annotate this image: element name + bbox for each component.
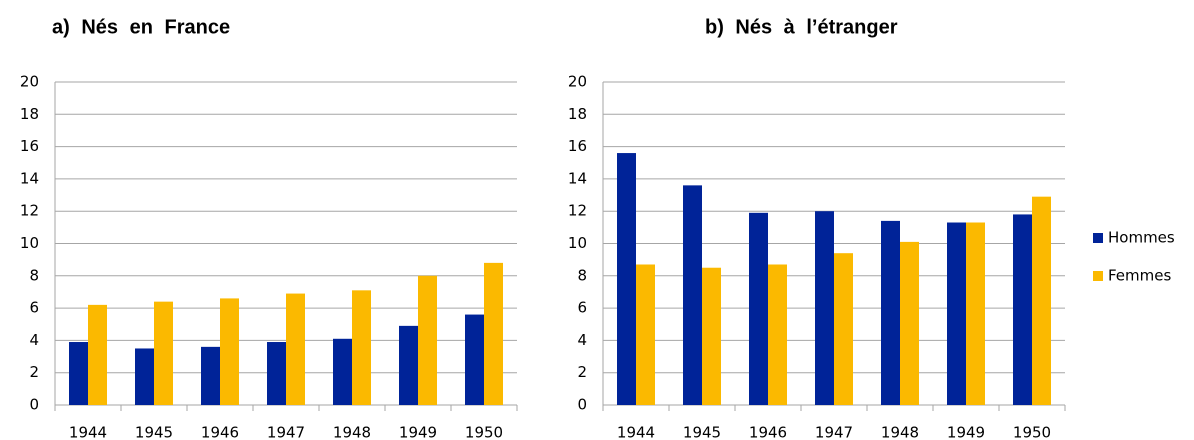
- bar: [220, 298, 239, 405]
- y-tick-label: 0: [577, 396, 587, 414]
- legend-swatch: [1093, 271, 1103, 281]
- bar: [1032, 196, 1051, 405]
- bar: [881, 220, 900, 405]
- chart-title: a) Nés en France: [52, 16, 230, 38]
- bar: [683, 185, 702, 405]
- bar: [154, 301, 173, 405]
- bar: [966, 222, 985, 405]
- bar: [1013, 214, 1032, 405]
- x-tick-label: 1949: [399, 424, 437, 440]
- bar: [88, 304, 107, 405]
- bar: [947, 222, 966, 405]
- y-tick-label: 10: [568, 234, 587, 252]
- x-tick-label: 1947: [815, 424, 853, 440]
- x-tick-label: 1949: [947, 424, 985, 440]
- bar: [69, 342, 88, 405]
- y-tick-label: 20: [568, 73, 587, 91]
- x-tick-label: 1948: [881, 424, 919, 440]
- y-tick-label: 2: [29, 363, 39, 381]
- bar: [286, 293, 305, 405]
- y-tick-label: 18: [568, 105, 587, 123]
- bar: [617, 153, 636, 405]
- y-tick-label: 4: [29, 331, 39, 349]
- y-tick-label: 0: [29, 396, 39, 414]
- x-tick-label: 1945: [683, 424, 721, 440]
- bar: [352, 290, 371, 405]
- y-tick-label: 8: [577, 266, 587, 284]
- bar: [636, 264, 655, 405]
- bar: [267, 342, 286, 405]
- x-tick-label: 1946: [749, 424, 787, 440]
- y-tick-label: 14: [20, 169, 39, 187]
- bar: [484, 262, 503, 405]
- y-tick-label: 14: [568, 169, 587, 187]
- bar: [900, 241, 919, 405]
- bar: [135, 348, 154, 405]
- x-tick-label: 1945: [135, 424, 173, 440]
- x-tick-label: 1947: [267, 424, 305, 440]
- y-tick-label: 2: [577, 363, 587, 381]
- bar: [465, 314, 484, 405]
- x-tick-label: 1950: [465, 424, 503, 440]
- y-tick-label: 16: [20, 137, 39, 155]
- y-tick-label: 16: [568, 137, 587, 155]
- y-tick-label: 8: [29, 266, 39, 284]
- legend-label: Hommes: [1108, 229, 1175, 247]
- y-tick-label: 6: [29, 299, 39, 317]
- bar: [399, 325, 418, 405]
- bar: [834, 253, 853, 405]
- y-tick-label: 6: [577, 299, 587, 317]
- bar: [749, 212, 768, 405]
- bar: [768, 264, 787, 405]
- x-tick-label: 1944: [617, 424, 655, 440]
- y-tick-label: 4: [577, 331, 587, 349]
- bar: [333, 338, 352, 405]
- bar: [201, 346, 220, 405]
- legend-swatch: [1093, 233, 1103, 243]
- y-tick-label: 12: [20, 202, 39, 220]
- x-tick-label: 1944: [69, 424, 107, 440]
- bar: [418, 275, 437, 405]
- y-tick-label: 20: [20, 73, 39, 91]
- y-tick-label: 10: [20, 234, 39, 252]
- y-tick-label: 12: [568, 202, 587, 220]
- legend-label: Femmes: [1108, 267, 1171, 285]
- bar: [815, 211, 834, 405]
- bar: [702, 267, 721, 405]
- x-tick-label: 1950: [1013, 424, 1051, 440]
- y-tick-label: 18: [20, 105, 39, 123]
- chart-title: b) Nés à l’étranger: [705, 16, 898, 38]
- x-tick-label: 1946: [201, 424, 239, 440]
- x-tick-label: 1948: [333, 424, 371, 440]
